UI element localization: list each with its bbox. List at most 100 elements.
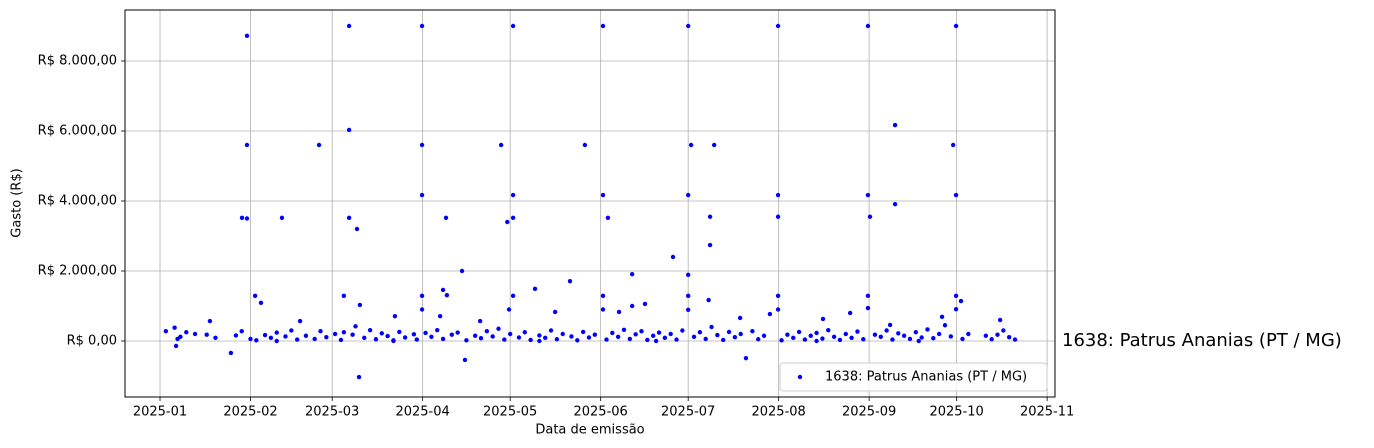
x-tick-label: 2025-08 bbox=[751, 405, 805, 420]
point bbox=[419, 192, 425, 198]
point bbox=[884, 328, 889, 333]
point bbox=[472, 333, 478, 338]
point bbox=[629, 303, 635, 309]
point bbox=[726, 329, 732, 335]
point bbox=[338, 337, 344, 343]
point bbox=[528, 337, 533, 343]
point bbox=[931, 335, 936, 341]
point bbox=[785, 332, 790, 337]
point bbox=[477, 318, 483, 324]
legend-marker bbox=[797, 374, 803, 380]
point bbox=[916, 338, 921, 344]
point bbox=[743, 355, 749, 361]
x-tick-label: 2025-02 bbox=[223, 405, 277, 420]
point bbox=[791, 335, 796, 341]
point bbox=[989, 337, 994, 342]
point bbox=[656, 330, 662, 335]
point bbox=[761, 333, 767, 338]
point bbox=[567, 278, 573, 284]
point bbox=[502, 337, 507, 342]
x-tick-label: 2025-03 bbox=[305, 405, 359, 420]
point bbox=[353, 324, 358, 329]
point bbox=[435, 327, 440, 333]
point bbox=[367, 327, 373, 333]
point bbox=[316, 142, 322, 148]
point bbox=[429, 334, 434, 339]
y-axis-label: Gasto (R$) bbox=[10, 168, 25, 237]
point bbox=[419, 293, 425, 299]
point bbox=[633, 332, 638, 337]
point bbox=[629, 271, 635, 277]
point bbox=[244, 142, 250, 148]
point bbox=[357, 302, 363, 308]
point bbox=[600, 23, 606, 29]
point bbox=[419, 142, 425, 148]
point bbox=[373, 337, 379, 342]
point bbox=[939, 314, 945, 320]
point bbox=[391, 338, 396, 344]
point bbox=[605, 215, 611, 220]
point bbox=[560, 331, 565, 337]
point bbox=[919, 335, 924, 340]
point bbox=[204, 332, 209, 337]
point bbox=[779, 338, 784, 343]
point bbox=[437, 313, 443, 319]
point bbox=[808, 333, 813, 338]
point bbox=[510, 215, 516, 220]
point bbox=[674, 337, 679, 342]
point bbox=[685, 272, 691, 278]
point bbox=[478, 335, 484, 341]
y-tick-label: R$ 8.000,00 bbox=[38, 53, 117, 68]
point bbox=[207, 318, 213, 324]
point bbox=[592, 332, 598, 337]
point bbox=[172, 325, 177, 330]
point bbox=[707, 214, 713, 219]
point bbox=[600, 307, 606, 312]
x-tick-label: 2025-07 bbox=[661, 405, 715, 420]
point bbox=[569, 334, 574, 339]
point bbox=[642, 301, 648, 307]
point bbox=[706, 297, 711, 303]
x-tick-label: 2025-05 bbox=[483, 405, 537, 420]
point bbox=[775, 23, 781, 29]
point bbox=[703, 336, 708, 342]
point bbox=[948, 334, 954, 339]
point bbox=[258, 300, 264, 306]
x-tick-label: 2025-04 bbox=[395, 405, 449, 420]
point bbox=[942, 323, 948, 328]
y-tick-label: R$ 0,00 bbox=[67, 333, 117, 348]
point bbox=[732, 334, 738, 340]
x-tick-label: 2025-01 bbox=[133, 405, 187, 420]
point bbox=[459, 268, 465, 274]
point bbox=[826, 327, 831, 333]
point bbox=[775, 293, 781, 299]
point bbox=[958, 298, 964, 304]
point bbox=[953, 293, 959, 299]
point bbox=[750, 328, 755, 334]
point bbox=[865, 192, 871, 198]
point bbox=[462, 357, 468, 363]
point bbox=[814, 338, 819, 344]
point bbox=[621, 327, 627, 332]
x-tick-label: 2025-09 bbox=[842, 405, 896, 420]
point bbox=[796, 329, 802, 335]
point bbox=[346, 23, 352, 29]
point bbox=[867, 214, 873, 219]
point bbox=[402, 335, 408, 340]
point bbox=[516, 335, 522, 340]
point bbox=[248, 336, 253, 342]
point bbox=[397, 329, 402, 335]
point bbox=[639, 328, 644, 334]
point bbox=[318, 328, 323, 334]
point bbox=[283, 334, 288, 339]
point bbox=[192, 331, 198, 337]
point bbox=[341, 293, 347, 299]
point bbox=[507, 331, 513, 337]
point bbox=[505, 219, 510, 225]
point bbox=[861, 337, 866, 342]
point bbox=[443, 215, 449, 220]
point bbox=[600, 293, 606, 299]
point bbox=[936, 331, 942, 337]
legend-box bbox=[779, 362, 1048, 392]
point bbox=[616, 309, 622, 315]
